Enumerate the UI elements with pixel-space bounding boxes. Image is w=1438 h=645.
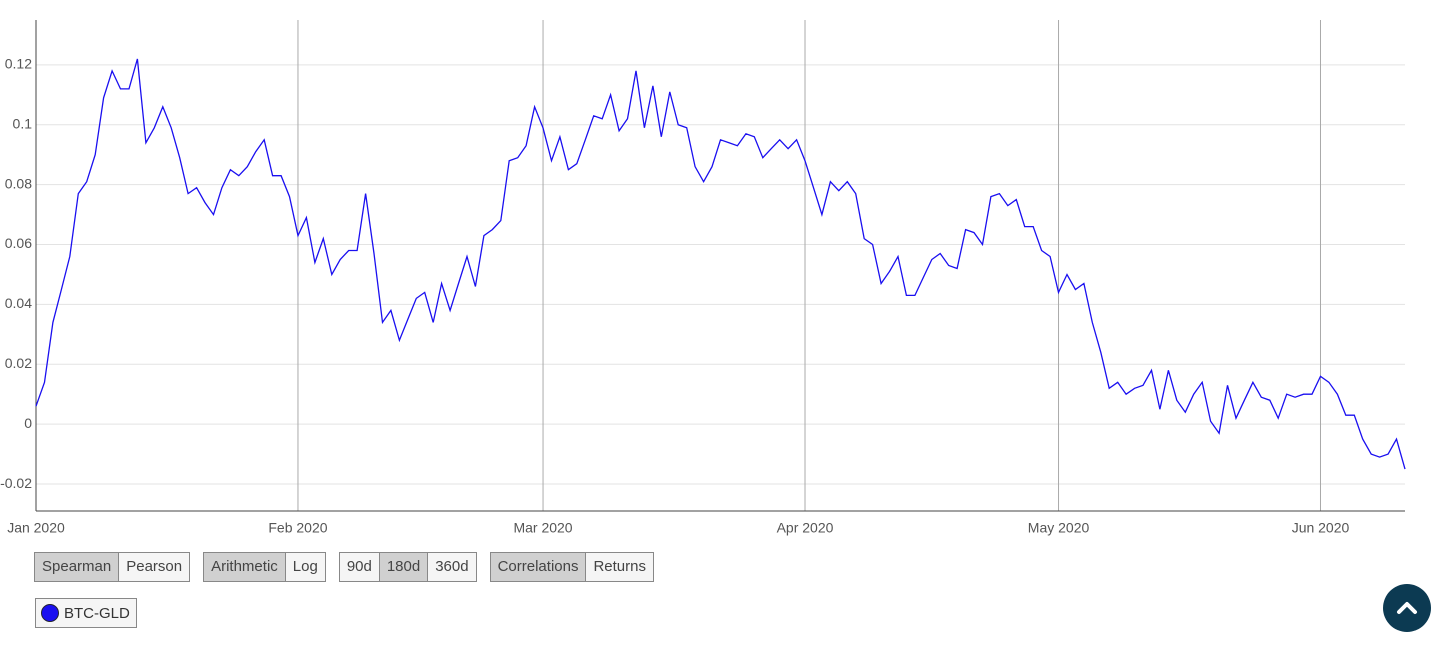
toggle-button[interactable]: 360d: [427, 552, 477, 582]
y-tick-label: -0.02: [0, 475, 32, 491]
toggle-button[interactable]: 180d: [378, 552, 429, 582]
toggle-button[interactable]: Pearson: [118, 552, 191, 582]
legend-label: BTC-GLD: [64, 604, 130, 622]
controls: Spearman Pearson Arithmetic Log 90d 180d 360d C…: [34, 552, 654, 582]
toggle-button[interactable]: Arithmetic: [203, 552, 286, 582]
scroll-top-button[interactable]: [1383, 584, 1431, 632]
toggle-button[interactable]: Spearman: [34, 552, 120, 582]
x-tick-label: May 2020: [1028, 520, 1090, 536]
y-tick-label: 0.02: [5, 355, 32, 371]
y-tick-label: 0.1: [13, 115, 33, 131]
chart: -0.02 0 0.02 0.04 0.06 0.08 0.1 0.12 Jan 2020 Feb…: [0, 20, 1406, 536]
button-group: Spearman Pearson: [34, 552, 191, 582]
y-tick-label: 0: [24, 415, 32, 431]
x-tick-label: Jan 2020: [7, 520, 65, 536]
y-tick-label: 0.04: [5, 295, 32, 311]
button-group: Arithmetic Log: [203, 552, 326, 582]
x-tick-label: Feb 2020: [268, 520, 327, 536]
legend-item[interactable]: BTC-GLD: [35, 598, 137, 628]
y-tick-label: 0.08: [5, 175, 32, 191]
toggle-button[interactable]: Correlations: [489, 552, 587, 582]
button-group: 90d 180d 360d: [338, 552, 477, 582]
x-tick-label: Apr 2020: [777, 520, 834, 536]
toggle-button[interactable]: Returns: [585, 552, 654, 582]
button-group: Correlations Returns: [489, 552, 654, 582]
series-line: [35, 58, 1406, 470]
toggle-button[interactable]: 90d: [338, 552, 380, 582]
x-tick-label: Jun 2020: [1292, 520, 1350, 536]
y-tick-label: 0.06: [5, 235, 32, 251]
x-tick-label: Mar 2020: [513, 520, 572, 536]
y-tick-label: 0.12: [5, 56, 32, 72]
legend-marker: [41, 604, 59, 622]
toggle-button[interactable]: Log: [284, 552, 326, 582]
